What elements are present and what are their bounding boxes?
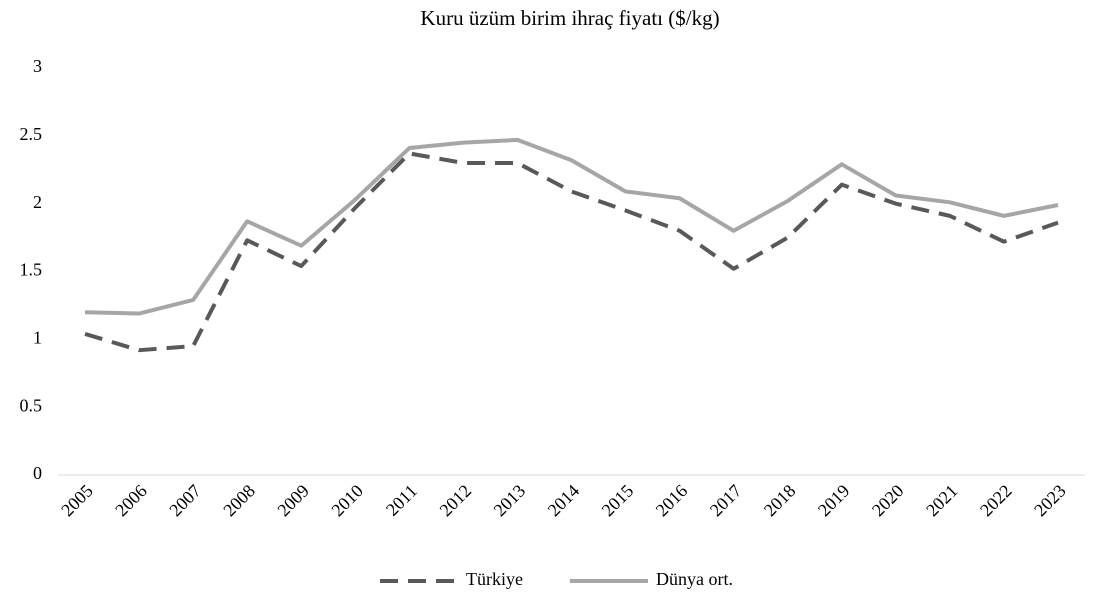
x-tick-label: 2008 — [219, 481, 259, 521]
x-tick-label: 2017 — [706, 481, 746, 521]
y-tick-label: 2 — [33, 192, 42, 212]
x-tick-label: 2022 — [976, 481, 1016, 521]
y-tick-label: 2.5 — [20, 124, 43, 144]
x-tick-label: 2013 — [490, 481, 530, 521]
y-tick-label: 0 — [33, 463, 42, 483]
line-series — [84, 151, 1059, 353]
x-tick-label: 2014 — [544, 481, 584, 521]
x-tick-label: 2018 — [760, 481, 800, 521]
legend-label: Dünya ort. — [656, 569, 733, 589]
x-tick-label: 2020 — [868, 481, 908, 521]
x-tick-label: 2007 — [165, 481, 205, 521]
x-tick-label: 2019 — [814, 481, 854, 521]
y-tick-label: 0.5 — [20, 395, 43, 415]
x-tick-label: 2023 — [1030, 481, 1070, 521]
y-tick-label: 3 — [33, 56, 42, 76]
x-tick-label: 2021 — [922, 481, 962, 521]
x-tick-label: 2006 — [111, 481, 151, 521]
legend-label: Türkiye — [466, 569, 523, 589]
chart-title: Kuru üzüm birim ihraç fiyatı ($/kg) — [420, 6, 719, 30]
x-tick-label: 2015 — [598, 481, 638, 521]
y-tick-label: 1.5 — [20, 260, 43, 280]
x-tick-label: 2011 — [382, 481, 421, 520]
x-tick-label: 2012 — [436, 481, 476, 521]
x-tick-label: 2010 — [327, 481, 367, 521]
x-tick-label: 2005 — [57, 481, 97, 521]
line-series — [84, 137, 1059, 316]
x-tick-label: 2009 — [273, 481, 313, 521]
y-tick-label: 1 — [33, 327, 42, 347]
x-tick-label: 2016 — [652, 481, 692, 521]
